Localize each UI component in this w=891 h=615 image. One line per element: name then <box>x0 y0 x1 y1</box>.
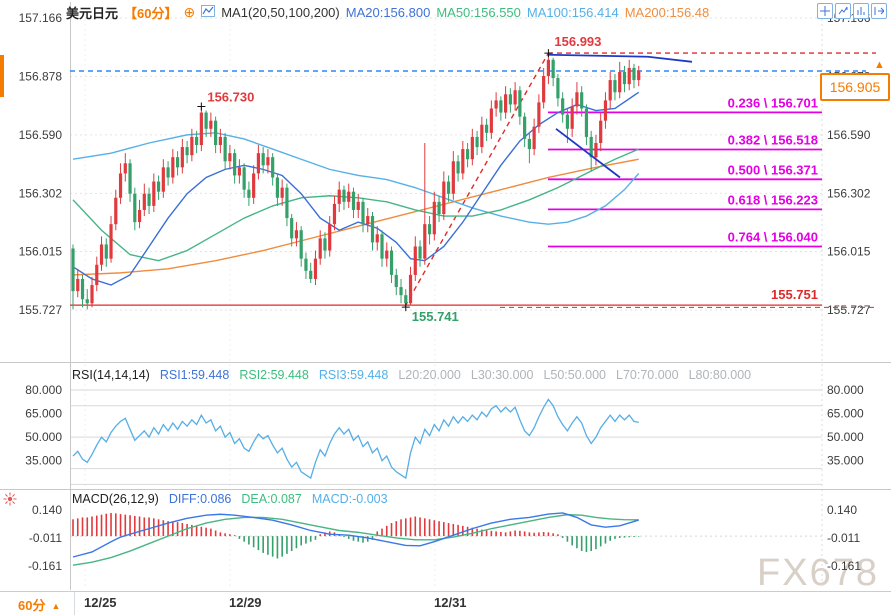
svg-text:155.751: 155.751 <box>771 287 818 302</box>
macd-layer <box>72 512 640 566</box>
ma50-value: MA50:156.550 <box>436 5 521 20</box>
svg-text:65.000: 65.000 <box>827 407 864 421</box>
price-up-arrow-icon: ▲ <box>874 59 885 71</box>
dea-value: DEA:0.087 <box>241 492 302 506</box>
zoom-in-tool-icon[interactable] <box>835 3 851 19</box>
rsi-l70-label: L70:70.000 <box>616 368 679 382</box>
date-label: 12/31 <box>434 595 467 610</box>
ma-settings-label: MA1(20,50,100,200) <box>221 5 340 20</box>
svg-text:-0.011: -0.011 <box>827 531 860 545</box>
svg-text:156.590: 156.590 <box>827 128 871 142</box>
svg-text:65.000: 65.000 <box>25 407 62 421</box>
timeframe-label: 【60分】 <box>124 6 178 21</box>
svg-text:-0.161: -0.161 <box>827 559 861 573</box>
svg-text:156.993: 156.993 <box>554 34 601 49</box>
annotations-layer: 156.730 156.993 155.741 155.751 <box>197 34 818 324</box>
timeframe-dropdown-arrow-icon: ▲ <box>51 601 61 611</box>
macd-value: MACD:-0.003 <box>311 492 388 506</box>
rsi-l30-label: L30:30.000 <box>470 368 534 382</box>
svg-text:156.590: 156.590 <box>19 128 63 142</box>
svg-text:155.741: 155.741 <box>412 309 459 324</box>
macd-name: MACD(26,12,9) <box>72 492 159 506</box>
svg-text:50.000: 50.000 <box>25 430 62 444</box>
rsi-pane-header: RSI(14,14,14) RSI1:59.448 RSI2:59.448 RSI3:… <box>72 368 761 382</box>
svg-text:155.727: 155.727 <box>827 303 871 317</box>
main-chart-header: 美元日元 【60分】 ⊕ MA1(20,50,100,200) MA20:156.800… <box>66 3 715 22</box>
trendlines-layer <box>547 53 693 179</box>
add-indicator-icon[interactable]: ⊕ <box>183 4 196 20</box>
current-price-box: 156.905 <box>820 73 890 101</box>
svg-text:156.302: 156.302 <box>19 186 63 200</box>
date-label: 12/25 <box>84 595 117 610</box>
rsi2-value: RSI2:59.448 <box>239 368 309 382</box>
svg-text:35.000: 35.000 <box>827 454 864 468</box>
line-chart-icon[interactable] <box>201 5 216 20</box>
date-label: 12/29 <box>229 595 262 610</box>
svg-text:-0.161: -0.161 <box>28 559 62 573</box>
svg-text:155.727: 155.727 <box>19 303 63 317</box>
date-axis: 12/25 12/29 12/31 <box>74 592 891 615</box>
macd-pane-header: MACD(26,12,9) DIFF:0.086 DEA:0.087 MACD:-0.… <box>72 492 398 506</box>
timeframe-button[interactable]: 60分 ▲ <box>18 598 61 613</box>
rsi1-value: RSI1:59.448 <box>159 368 230 382</box>
svg-text:0.500 \ 156.371: 0.500 \ 156.371 <box>728 162 818 177</box>
watermark: FX678 <box>757 552 879 594</box>
ma20-value: MA20:156.800 <box>345 5 431 20</box>
svg-text:50.000: 50.000 <box>827 430 864 444</box>
svg-text:156.878: 156.878 <box>19 69 63 83</box>
candles-layer <box>71 53 641 310</box>
svg-text:80.000: 80.000 <box>25 383 62 397</box>
rsi3-value: RSI3:59.448 <box>318 368 389 382</box>
svg-text:0.140: 0.140 <box>32 503 62 517</box>
svg-text:80.000: 80.000 <box>827 383 864 397</box>
fullscreen-exit-icon[interactable] <box>871 3 887 19</box>
reference-lines <box>70 52 876 308</box>
current-price-value: 156.905 <box>829 79 881 95</box>
bottom-bar: 60分 ▲ 12/25 12/29 12/31 <box>0 591 891 615</box>
rsi-l20-label: L20:20.000 <box>398 368 461 382</box>
svg-text:35.000: 35.000 <box>25 454 62 468</box>
svg-text:156.302: 156.302 <box>827 186 871 200</box>
rsi-l80-label: L80:80.000 <box>688 368 752 382</box>
ma200-value: MA200:156.48 <box>624 5 710 20</box>
rsi-name: RSI(14,14,14) <box>72 368 150 382</box>
svg-text:0.382 \ 156.518: 0.382 \ 156.518 <box>728 132 818 147</box>
diff-value: DIFF:0.086 <box>168 492 232 506</box>
svg-text:0.236 \ 156.701: 0.236 \ 156.701 <box>728 95 818 110</box>
move-tool-icon[interactable] <box>817 3 833 19</box>
rsi-l50-label: L50:50.000 <box>543 368 607 382</box>
left-edge-marker <box>0 55 4 97</box>
svg-text:156.015: 156.015 <box>827 245 871 259</box>
ma100-value: MA100:156.414 <box>526 5 619 20</box>
svg-text:0.764 \ 156.040: 0.764 \ 156.040 <box>728 229 818 244</box>
svg-text:157.166: 157.166 <box>19 11 63 25</box>
svg-text:0.618 \ 156.223: 0.618 \ 156.223 <box>728 192 818 207</box>
svg-text:156.730: 156.730 <box>207 89 254 104</box>
svg-text:156.015: 156.015 <box>19 245 63 259</box>
chart-toolbar <box>817 3 887 19</box>
indicator-pane-icon[interactable] <box>853 3 869 19</box>
macd-settings-icon[interactable] <box>3 492 17 511</box>
fibonacci-layer: 0.236 \ 156.701 0.382 \ 156.518 0.500 \ 15… <box>548 95 822 248</box>
svg-text:0.140: 0.140 <box>827 503 857 517</box>
rsi-layer <box>72 398 639 480</box>
symbol-title: 美元日元 <box>66 6 119 21</box>
svg-text:-0.011: -0.011 <box>29 531 62 545</box>
